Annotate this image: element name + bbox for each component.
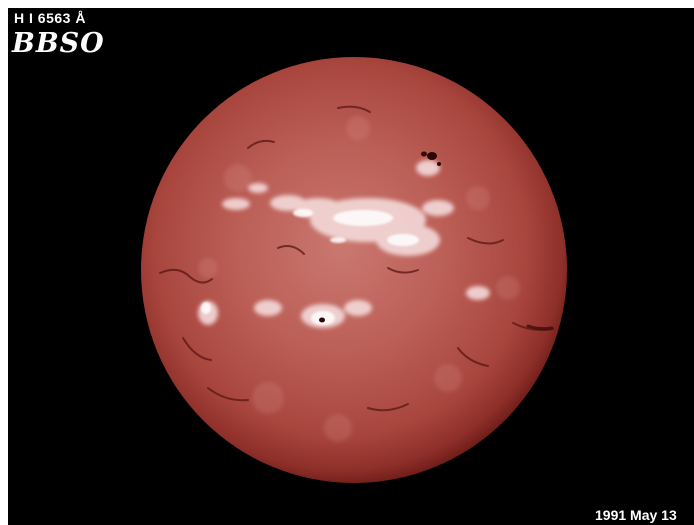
- date-label: 1991 May 13: [595, 507, 677, 523]
- sunspot-group: [319, 151, 441, 323]
- solar-image-frame: H I 6563 Å BBSO 1991 May 13: [8, 8, 694, 525]
- observatory-logo: BBSO: [12, 28, 105, 59]
- wavelength-label: H I 6563 Å: [14, 10, 86, 26]
- solar-disk-image: [141, 57, 567, 483]
